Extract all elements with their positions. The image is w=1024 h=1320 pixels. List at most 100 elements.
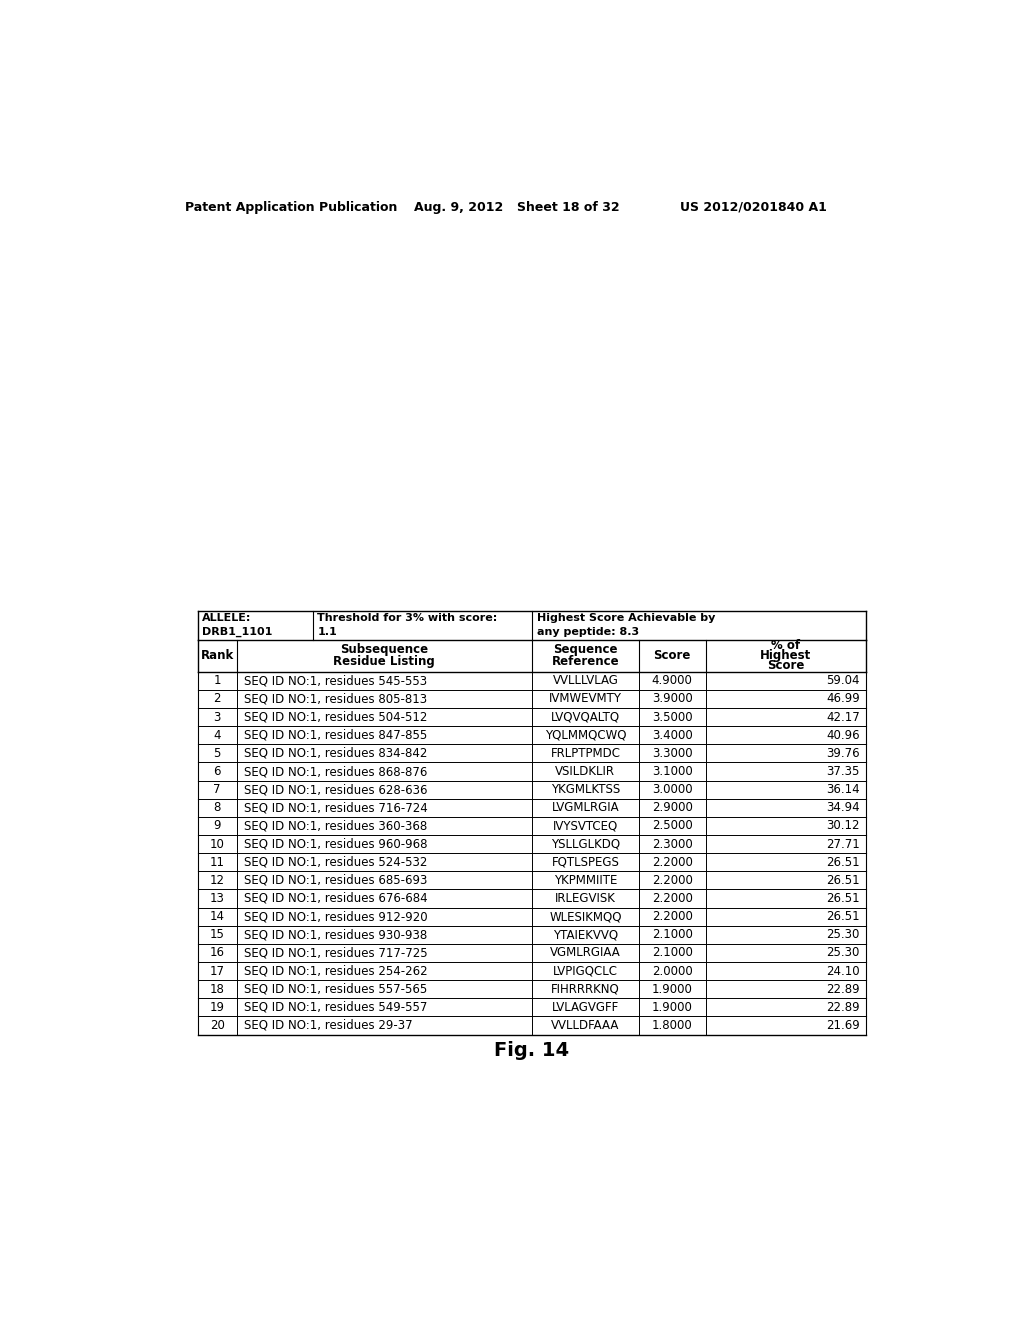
Text: SEQ ID NO:1, residues 805-813: SEQ ID NO:1, residues 805-813 xyxy=(245,693,427,705)
Text: SEQ ID NO:1, residues 557-565: SEQ ID NO:1, residues 557-565 xyxy=(245,982,428,995)
Text: 2.1000: 2.1000 xyxy=(652,928,692,941)
Text: IVMWEVMTY: IVMWEVMTY xyxy=(549,693,622,705)
Text: 2.3000: 2.3000 xyxy=(652,838,692,850)
Text: 22.89: 22.89 xyxy=(826,1001,860,1014)
Text: Score: Score xyxy=(653,649,691,663)
Text: 26.51: 26.51 xyxy=(826,892,860,906)
Text: 3.5000: 3.5000 xyxy=(652,710,692,723)
Text: SEQ ID NO:1, residues 847-855: SEQ ID NO:1, residues 847-855 xyxy=(245,729,428,742)
Text: 13: 13 xyxy=(210,892,224,906)
Text: Rank: Rank xyxy=(201,649,233,663)
Text: Score: Score xyxy=(767,659,805,672)
Text: 19: 19 xyxy=(210,1001,224,1014)
Text: 2.2000: 2.2000 xyxy=(652,874,692,887)
Text: 14: 14 xyxy=(210,909,224,923)
Text: 15: 15 xyxy=(210,928,224,941)
Text: 3.3000: 3.3000 xyxy=(652,747,692,760)
Text: SEQ ID NO:1, residues 628-636: SEQ ID NO:1, residues 628-636 xyxy=(245,783,428,796)
Text: VGMLRGIAA: VGMLRGIAA xyxy=(550,946,621,960)
Text: LVLAGVGFF: LVLAGVGFF xyxy=(552,1001,620,1014)
Text: IVYSVTCEQ: IVYSVTCEQ xyxy=(553,820,618,833)
Text: 3.0000: 3.0000 xyxy=(652,783,692,796)
Text: 26.51: 26.51 xyxy=(826,874,860,887)
Text: 8: 8 xyxy=(214,801,221,814)
Text: 26.51: 26.51 xyxy=(826,855,860,869)
Text: YKGMLKTSS: YKGMLKTSS xyxy=(551,783,620,796)
Text: Highest Score Achievable by: Highest Score Achievable by xyxy=(537,612,715,623)
Text: Subsequence: Subsequence xyxy=(340,643,428,656)
Text: FRLPTPMDC: FRLPTPMDC xyxy=(550,747,621,760)
Text: Fig. 14: Fig. 14 xyxy=(495,1041,569,1060)
Text: YKPMMIITE: YKPMMIITE xyxy=(554,874,617,887)
Text: 21.69: 21.69 xyxy=(826,1019,860,1032)
Text: SEQ ID NO:1, residues 524-532: SEQ ID NO:1, residues 524-532 xyxy=(245,855,428,869)
Text: 26.51: 26.51 xyxy=(826,909,860,923)
Text: 39.76: 39.76 xyxy=(826,747,860,760)
Text: 1.9000: 1.9000 xyxy=(652,1001,692,1014)
Text: Highest: Highest xyxy=(760,649,811,663)
Text: YTAIEKVVQ: YTAIEKVVQ xyxy=(553,928,617,941)
Text: 16: 16 xyxy=(210,946,224,960)
Text: YSLLGLKDQ: YSLLGLKDQ xyxy=(551,838,620,850)
Text: any peptide: 8.3: any peptide: 8.3 xyxy=(537,627,639,638)
Text: 25.30: 25.30 xyxy=(826,928,860,941)
Text: 1.9000: 1.9000 xyxy=(652,982,692,995)
Text: 25.30: 25.30 xyxy=(826,946,860,960)
Text: 2.0000: 2.0000 xyxy=(652,965,692,978)
Text: SEQ ID NO:1, residues 254-262: SEQ ID NO:1, residues 254-262 xyxy=(245,965,428,978)
Text: 10: 10 xyxy=(210,838,224,850)
Text: 3.4000: 3.4000 xyxy=(652,729,692,742)
Text: Sequence: Sequence xyxy=(553,643,617,656)
Text: 3.9000: 3.9000 xyxy=(652,693,692,705)
Text: 40.96: 40.96 xyxy=(826,729,860,742)
Text: 17: 17 xyxy=(210,965,224,978)
Text: 2.9000: 2.9000 xyxy=(652,801,692,814)
Text: 4: 4 xyxy=(213,729,221,742)
Text: SEQ ID NO:1, residues 834-842: SEQ ID NO:1, residues 834-842 xyxy=(245,747,428,760)
Text: Residue Listing: Residue Listing xyxy=(334,655,435,668)
Text: 46.99: 46.99 xyxy=(826,693,860,705)
Text: 2.2000: 2.2000 xyxy=(652,909,692,923)
Text: YQLMMQCWQ: YQLMMQCWQ xyxy=(545,729,626,742)
Text: SEQ ID NO:1, residues 717-725: SEQ ID NO:1, residues 717-725 xyxy=(245,946,428,960)
Text: 12: 12 xyxy=(210,874,224,887)
Text: DRB1_1101: DRB1_1101 xyxy=(202,627,272,638)
Text: Threshold for 3% with score:: Threshold for 3% with score: xyxy=(317,612,498,623)
Text: LVQVQALTQ: LVQVQALTQ xyxy=(551,710,620,723)
Text: FQTLSPEGS: FQTLSPEGS xyxy=(552,855,620,869)
Text: Patent Application Publication: Patent Application Publication xyxy=(185,201,397,214)
Text: LVPIGQCLC: LVPIGQCLC xyxy=(553,965,617,978)
Text: WLESIKMQQ: WLESIKMQQ xyxy=(549,909,622,923)
Text: % of: % of xyxy=(771,639,801,652)
Text: 3: 3 xyxy=(214,710,221,723)
Text: 2.2000: 2.2000 xyxy=(652,892,692,906)
Text: VVLLLVLAG: VVLLLVLAG xyxy=(553,675,618,688)
Text: ALLELE:: ALLELE: xyxy=(202,612,251,623)
Text: 18: 18 xyxy=(210,982,224,995)
Text: SEQ ID NO:1, residues 360-368: SEQ ID NO:1, residues 360-368 xyxy=(245,820,428,833)
Text: VSILDKLIR: VSILDKLIR xyxy=(555,766,615,777)
Text: 24.10: 24.10 xyxy=(826,965,860,978)
Text: Sheet 18 of 32: Sheet 18 of 32 xyxy=(517,201,620,214)
Text: 1.1: 1.1 xyxy=(317,627,337,638)
Text: SEQ ID NO:1, residues 912-920: SEQ ID NO:1, residues 912-920 xyxy=(245,909,428,923)
Text: 2.2000: 2.2000 xyxy=(652,855,692,869)
Text: SEQ ID NO:1, residues 685-693: SEQ ID NO:1, residues 685-693 xyxy=(245,874,428,887)
Text: 22.89: 22.89 xyxy=(826,982,860,995)
Text: SEQ ID NO:1, residues 960-968: SEQ ID NO:1, residues 960-968 xyxy=(245,838,428,850)
Text: SEQ ID NO:1, residues 549-557: SEQ ID NO:1, residues 549-557 xyxy=(245,1001,428,1014)
Text: IRLEGVISK: IRLEGVISK xyxy=(555,892,615,906)
Text: 34.94: 34.94 xyxy=(826,801,860,814)
Text: 11: 11 xyxy=(210,855,224,869)
Text: SEQ ID NO:1, residues 868-876: SEQ ID NO:1, residues 868-876 xyxy=(245,766,428,777)
Text: 59.04: 59.04 xyxy=(826,675,860,688)
Text: LVGMLRGIA: LVGMLRGIA xyxy=(552,801,620,814)
Text: 6: 6 xyxy=(213,766,221,777)
Text: 37.35: 37.35 xyxy=(826,766,860,777)
Text: 1.8000: 1.8000 xyxy=(652,1019,692,1032)
Text: SEQ ID NO:1, residues 676-684: SEQ ID NO:1, residues 676-684 xyxy=(245,892,428,906)
Text: 3.1000: 3.1000 xyxy=(652,766,692,777)
Text: SEQ ID NO:1, residues 29-37: SEQ ID NO:1, residues 29-37 xyxy=(245,1019,413,1032)
Text: Reference: Reference xyxy=(552,655,620,668)
Text: 4.9000: 4.9000 xyxy=(652,675,692,688)
